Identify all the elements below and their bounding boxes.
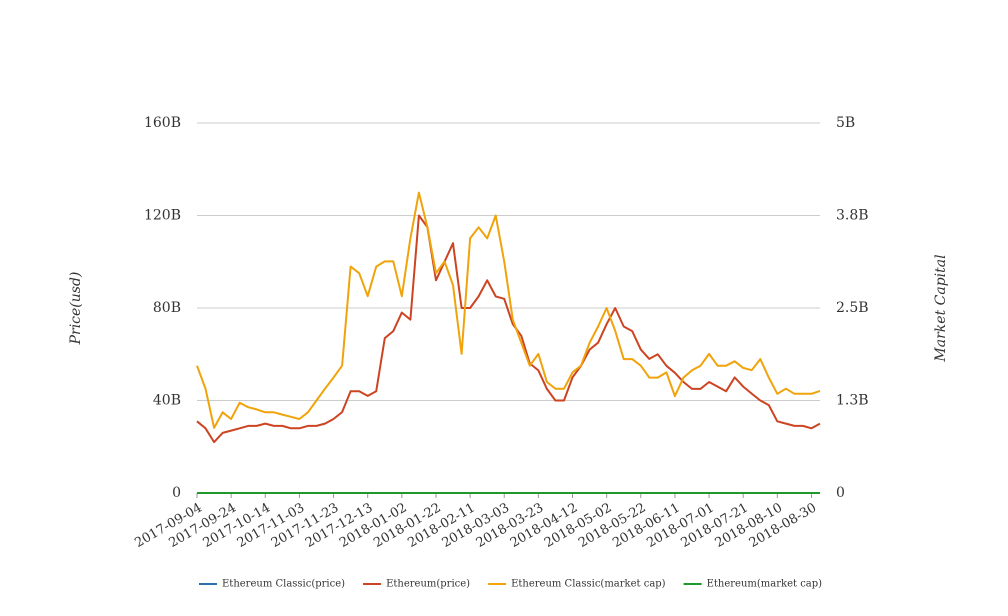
series-line [196, 191, 821, 429]
y-tick-label: 40B [153, 393, 181, 409]
y-tick-label: 80B [153, 300, 181, 316]
y-tick-label: 0 [172, 485, 181, 501]
y-axis-title: Price(usd) [68, 272, 84, 346]
legend-label: Ethereum(price) [386, 579, 470, 590]
y-tick-label: 160B [144, 115, 181, 131]
legend-label: Ethereum(market cap) [707, 579, 823, 590]
y2-tick-label: 0 [836, 485, 845, 501]
y-tick-label: 120B [144, 208, 181, 224]
legend-label: Ethereum Classic(market cap) [511, 579, 666, 590]
y2-axis-title: Market Capital [933, 254, 949, 362]
y2-tick-label: 3.8B [836, 208, 869, 224]
y2-tick-label: 2.5B [836, 300, 869, 316]
y2-tick-label: 5B [836, 115, 855, 131]
series-line [196, 214, 821, 444]
y2-tick-label: 1.3B [836, 393, 869, 409]
legend-label: Ethereum Classic(price) [222, 579, 345, 590]
